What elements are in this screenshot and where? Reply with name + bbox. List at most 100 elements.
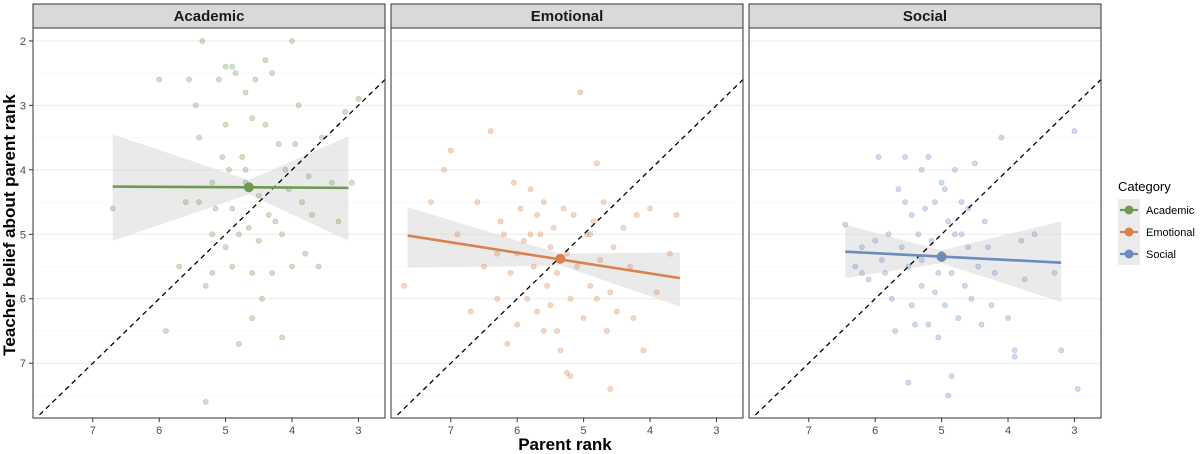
data-point: [647, 205, 653, 212]
mean-point: [555, 253, 566, 264]
x-tick-label: 3: [355, 425, 361, 437]
data-point: [627, 263, 633, 270]
data-point: [229, 205, 236, 212]
data-point: [534, 308, 541, 315]
data-point: [985, 244, 991, 251]
data-point: [673, 212, 680, 218]
data-point: [527, 186, 534, 193]
data-point: [222, 121, 229, 128]
data-point: [534, 212, 541, 218]
data-point: [564, 369, 570, 376]
data-point: [235, 340, 242, 347]
y-tick-label: 3: [20, 100, 26, 112]
data-point: [888, 295, 895, 302]
data-point: [162, 328, 169, 334]
data-point: [600, 199, 607, 205]
data-point: [501, 231, 507, 238]
data-point: [427, 199, 434, 205]
legend-key-point: [1124, 249, 1134, 259]
facet-strip-label: Emotional: [531, 8, 604, 25]
x-tick-label: 4: [647, 425, 653, 437]
data-point: [935, 270, 942, 276]
data-point: [978, 321, 985, 328]
x-tick-label: 5: [223, 425, 229, 437]
data-point: [299, 199, 305, 205]
data-point: [487, 128, 494, 135]
data-point: [447, 147, 454, 154]
data-point: [958, 231, 965, 238]
data-point: [514, 321, 521, 328]
data-point: [965, 244, 972, 251]
x-tick-label: 6: [872, 425, 878, 437]
facet-panel-academic: Academic 7 6 5 4 3 2 3 4 5 6 7: [20, 3, 386, 437]
data-point: [842, 221, 849, 228]
data-point: [302, 250, 309, 257]
x-tick-label: 7: [448, 425, 454, 437]
scatter-points: [109, 37, 362, 405]
data-point: [209, 231, 216, 238]
facet-panel-emotional: Emotional 7 6 5 4 3: [390, 3, 744, 437]
data-point: [640, 347, 647, 354]
data-point: [292, 141, 299, 147]
data-point: [590, 218, 597, 225]
data-point: [938, 179, 945, 186]
data-point: [567, 373, 574, 379]
data-point: [852, 263, 859, 270]
data-point: [942, 186, 948, 193]
data-point: [255, 192, 262, 199]
data-point: [971, 160, 978, 167]
data-point: [865, 276, 872, 283]
data-point: [259, 295, 266, 302]
data-point: [309, 212, 315, 218]
data-point: [355, 96, 362, 102]
data-point: [945, 392, 952, 399]
data-point: [262, 57, 269, 64]
data-point: [1011, 347, 1018, 354]
panel-content: [35, 37, 385, 418]
y-axis-title-group: Teacher belief about parent rank: [0, 94, 19, 356]
data-point: [547, 302, 554, 309]
data-point: [242, 89, 249, 96]
data-point: [156, 76, 163, 83]
x-tick-label: 6: [156, 425, 162, 437]
x-tick-label: 6: [514, 425, 520, 437]
data-point: [216, 76, 222, 83]
data-point: [342, 108, 349, 115]
data-point: [520, 237, 527, 244]
x-tick-label: 4: [289, 425, 295, 437]
data-point: [547, 244, 554, 251]
data-point: [554, 328, 560, 334]
x-tick-label: 7: [90, 425, 96, 437]
data-point: [282, 166, 289, 173]
data-point: [510, 179, 517, 186]
data-point: [222, 244, 229, 251]
data-point: [908, 212, 915, 218]
data-point: [474, 199, 481, 205]
data-point: [908, 302, 915, 309]
data-point: [279, 334, 285, 341]
scatter-points: [401, 89, 680, 392]
data-point: [981, 218, 988, 225]
data-point: [1074, 386, 1081, 392]
x-tick-label: 3: [1071, 425, 1077, 437]
data-point: [1005, 315, 1011, 321]
facet-strip-label: Academic: [174, 8, 245, 25]
data-point: [875, 154, 882, 160]
legend-entry-social: Social: [1118, 243, 1176, 265]
data-point: [262, 121, 269, 128]
data-point: [554, 270, 560, 276]
data-point: [249, 115, 256, 122]
data-point: [176, 263, 183, 270]
data-point: [653, 289, 660, 296]
data-point: [968, 295, 975, 302]
fit-line: [112, 185, 349, 190]
data-point: [269, 270, 275, 276]
data-point: [633, 212, 640, 218]
legend-title: Category: [1118, 179, 1171, 194]
data-point: [603, 328, 610, 334]
data-point: [186, 76, 192, 83]
data-point: [192, 102, 199, 109]
legend-label: Academic: [1146, 205, 1195, 217]
data-point: [507, 270, 514, 276]
fit-line: [845, 250, 1062, 264]
